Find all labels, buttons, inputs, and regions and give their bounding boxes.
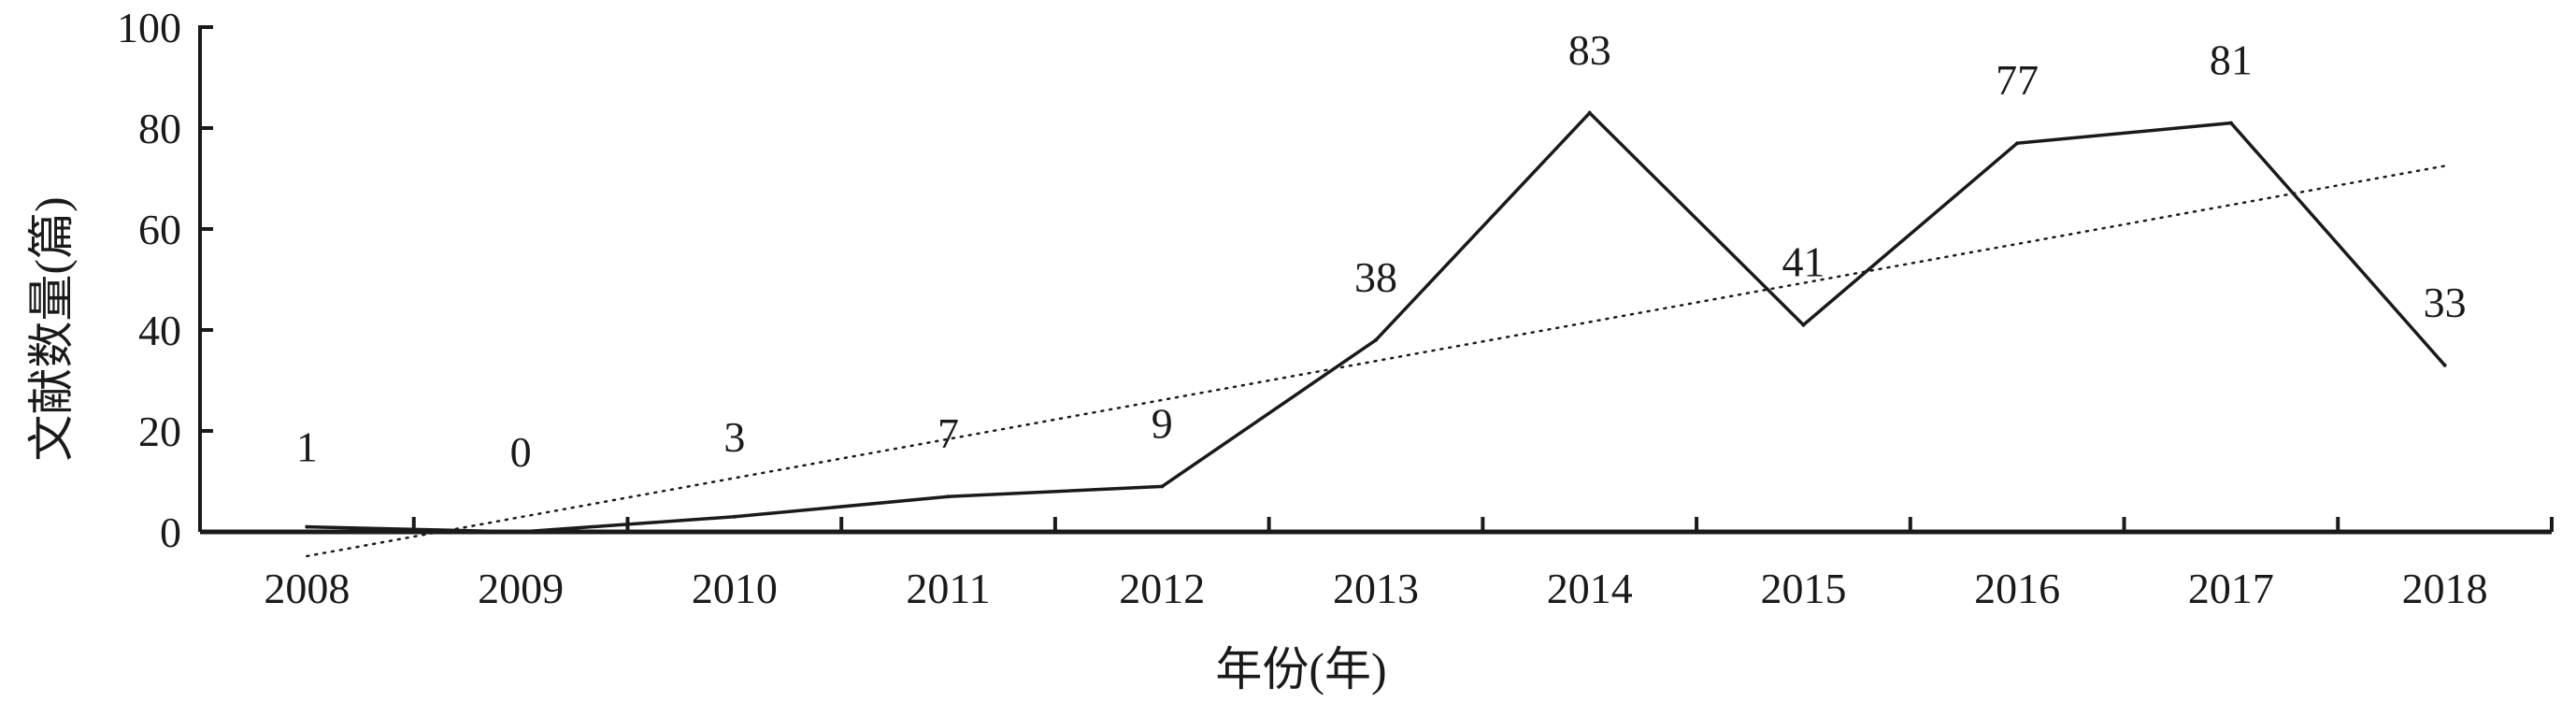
x-axis-title: 年份(年) (1215, 643, 1386, 695)
x-tick-label: 2009 (478, 565, 564, 612)
data-label: 1 (296, 423, 318, 471)
data-point (519, 530, 523, 534)
data-point (1160, 484, 1165, 489)
series-line (307, 110, 2446, 534)
y-tick-label: 0 (160, 509, 181, 556)
x-tick-label: 2011 (906, 565, 990, 612)
data-label: 0 (510, 428, 532, 476)
data-label: 38 (1354, 253, 1397, 301)
data-point (2442, 363, 2447, 367)
data-point (2228, 121, 2233, 125)
data-label: 77 (1996, 56, 2039, 104)
data-point (2015, 141, 2020, 146)
y-axis-title: 文献数量(篇) (25, 196, 78, 461)
trendline (306, 165, 2446, 558)
x-tick-label: 2010 (692, 565, 778, 612)
x-tick-label: 2012 (1119, 565, 1205, 612)
y-tick-label: 40 (138, 307, 181, 354)
data-point (946, 494, 951, 499)
data-point (305, 524, 309, 529)
axes: 0 20 40 60 80 100 2008 2009 2010 2011 2012 2013 2014… (117, 4, 2554, 612)
series-group (305, 110, 2447, 534)
data-label: 3 (723, 413, 745, 461)
x-tick-label: 2016 (1974, 565, 2060, 612)
data-label: 41 (1782, 238, 1825, 286)
x-tick-label: 2008 (264, 565, 350, 612)
data-point (1801, 322, 1806, 327)
data-label: 83 (1568, 26, 1611, 74)
data-labels-group: 1 0 3 7 9 38 83 41 77 81 33 (296, 26, 2467, 476)
y-tick-label: 60 (138, 206, 181, 253)
x-tick-label: 2017 (2188, 565, 2274, 612)
data-label: 9 (1152, 399, 1173, 447)
x-tick-label: 2014 (1547, 565, 1633, 612)
data-label: 81 (2210, 36, 2253, 84)
data-point (1374, 337, 1378, 342)
y-tick-label: 100 (117, 4, 181, 51)
data-point (1587, 110, 1592, 115)
x-tick-label: 2013 (1333, 565, 1419, 612)
x-tick-label: 2015 (1760, 565, 1846, 612)
data-point (732, 514, 737, 519)
trendline-group (306, 165, 2446, 558)
x-tick-label: 2018 (2402, 565, 2488, 612)
y-tick-label: 80 (138, 105, 181, 152)
data-label: 7 (937, 409, 959, 457)
data-label: 33 (2424, 279, 2467, 326)
y-tick-label: 20 (138, 408, 181, 455)
